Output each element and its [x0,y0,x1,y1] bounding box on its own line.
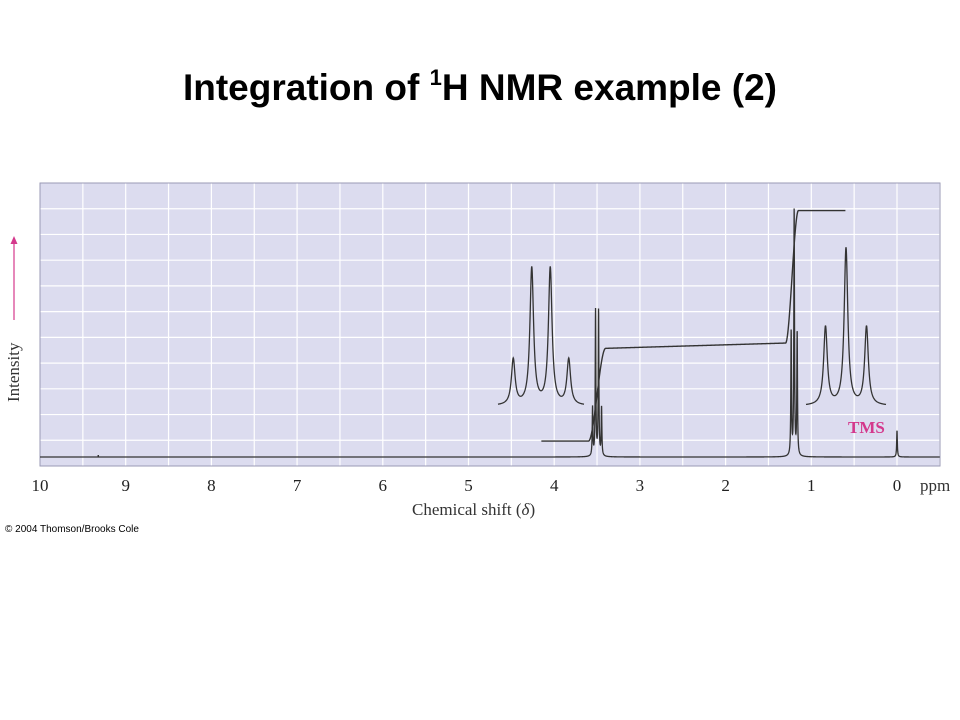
plot-area [40,183,940,466]
x-tick-label: 5 [464,476,473,495]
y-axis-label-group: Intensity [4,236,23,402]
x-axis-label: Chemical shift (δ) [412,500,535,519]
plot-background [40,183,940,466]
spectrum-trace [40,208,940,458]
slide-title: Integration of 1H NMR example (2) [0,66,960,110]
copyright-notice: © 2004 Thomson/Brooks Cole [5,524,139,535]
triplet-inset [805,247,887,406]
x-tick-label: 4 [550,476,559,495]
title-main: Integration of [182,67,430,108]
x-tick-label: 3 [636,476,645,495]
x-tick-label: 1 [807,476,816,495]
x-tick-label: 7 [293,476,302,495]
tms-annotation: TMS [848,418,885,437]
x-unit-label: ppm [920,476,950,495]
title-superscript: 1 [429,65,442,90]
y-axis-label: Intensity [4,342,23,402]
x-tick-label: 6 [379,476,388,495]
grid [39,182,941,467]
x-tick-labels: 10 9 8 7 6 5 4 3 2 1 0 [32,476,902,495]
title-rest: H NMR example (2) [441,67,778,108]
quartet-inset [497,266,585,405]
x-tick-label: 8 [207,476,216,495]
spectrum-line [40,208,940,458]
plot-frame [39,182,941,467]
multiplet-insets [497,247,887,406]
x-tick-label: 9 [121,476,130,495]
x-tick-label: 10 [32,476,49,495]
x-tick-label: 0 [893,476,902,495]
y-axis-arrow-head [10,236,18,244]
x-tick-label: 2 [721,476,730,495]
